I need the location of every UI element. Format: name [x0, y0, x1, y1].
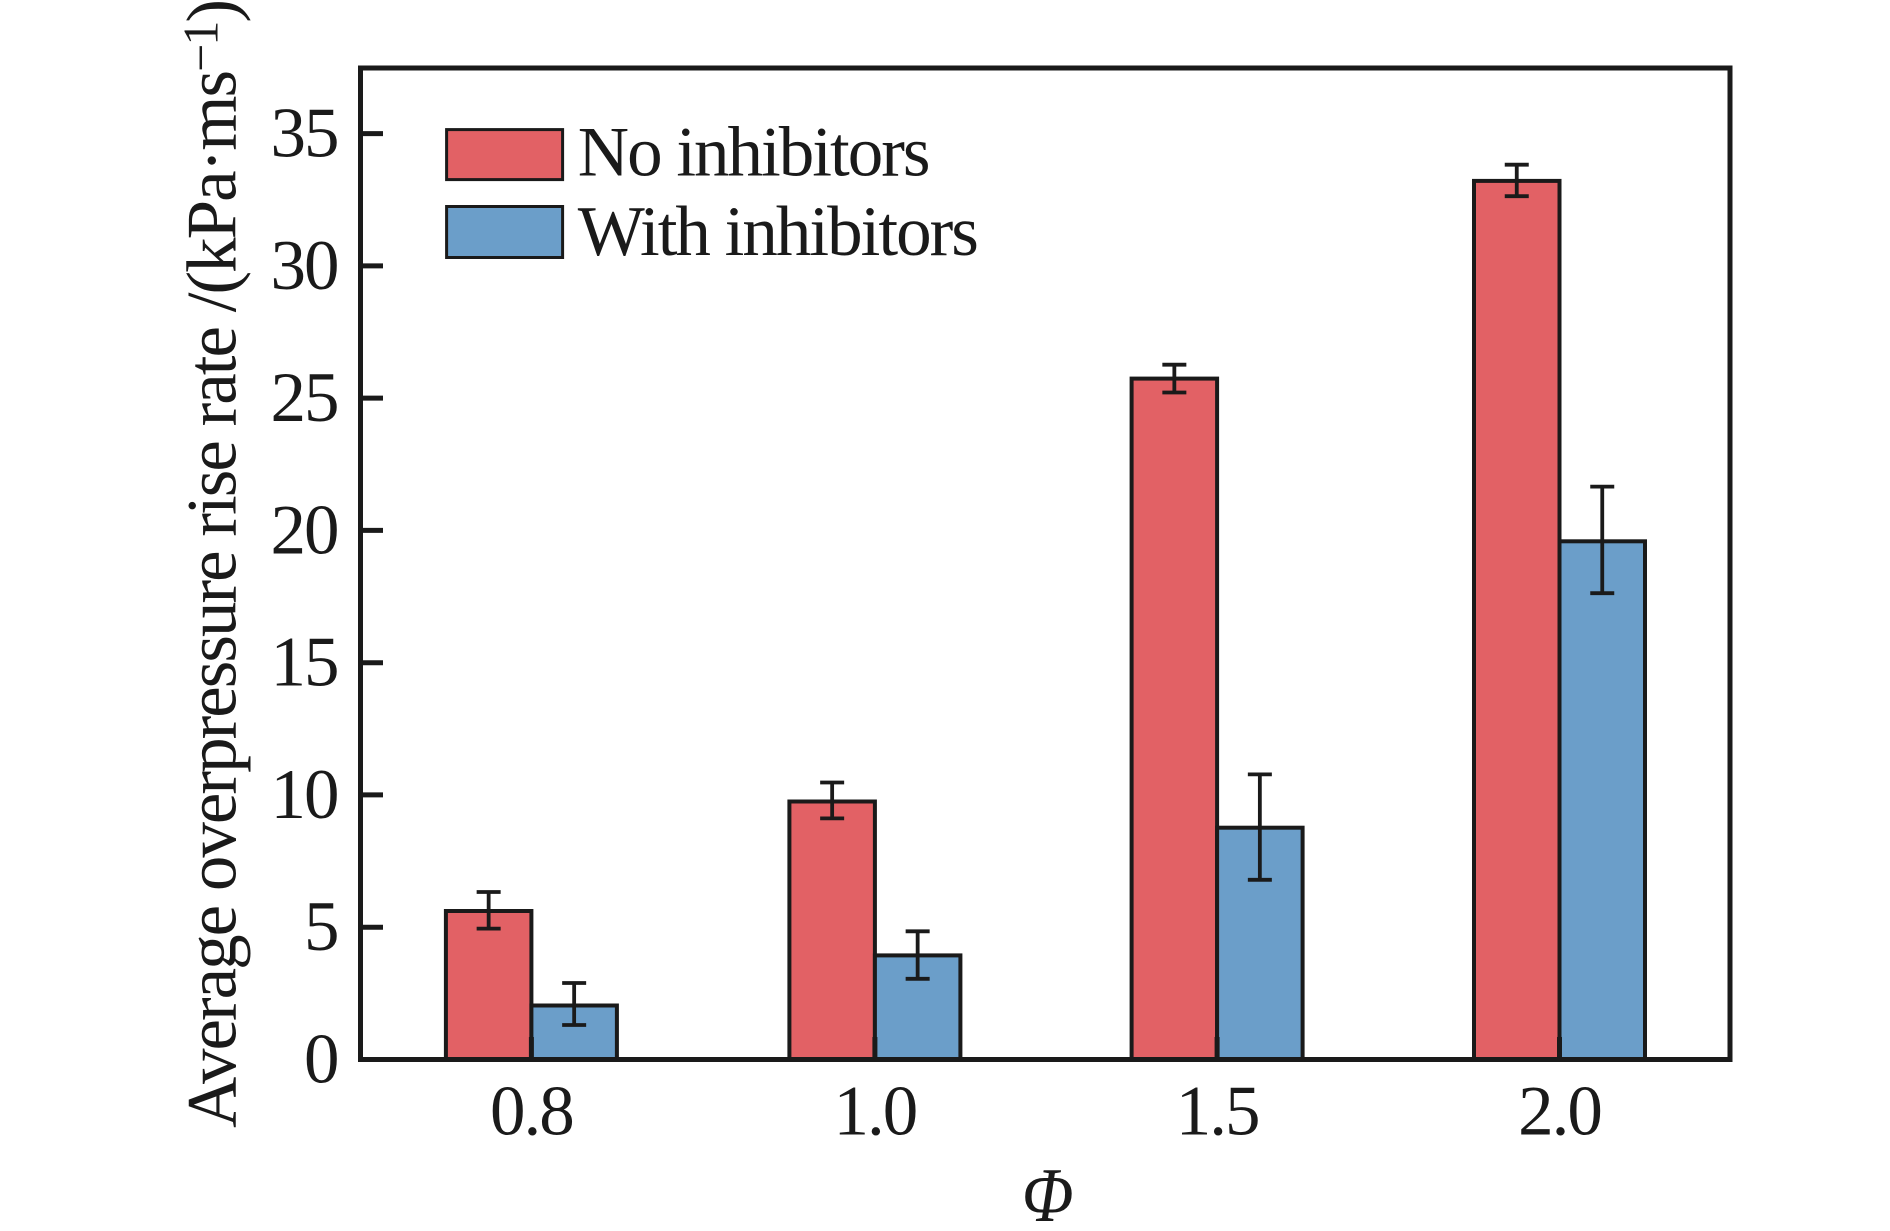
svg-text:20: 20 [271, 491, 338, 569]
svg-text:25: 25 [271, 359, 338, 437]
svg-text:With inhibitors: With inhibitors [578, 193, 977, 271]
svg-text:15: 15 [271, 624, 338, 702]
svg-text:Average overpressure rise rate: Average overpressure rise rate /(kPa·ms−… [173, 1, 252, 1128]
svg-text:1.5: 1.5 [1176, 1073, 1259, 1151]
svg-text:Φ: Φ [1022, 1152, 1074, 1231]
svg-text:No inhibitors: No inhibitors [578, 114, 929, 192]
svg-text:35: 35 [271, 95, 338, 173]
svg-text:0: 0 [304, 1021, 338, 1099]
svg-text:2.0: 2.0 [1518, 1073, 1601, 1151]
svg-text:0.8: 0.8 [490, 1073, 573, 1151]
svg-text:30: 30 [271, 227, 338, 305]
svg-text:10: 10 [271, 756, 338, 834]
svg-text:5: 5 [304, 888, 338, 966]
svg-text:1.0: 1.0 [834, 1073, 917, 1151]
